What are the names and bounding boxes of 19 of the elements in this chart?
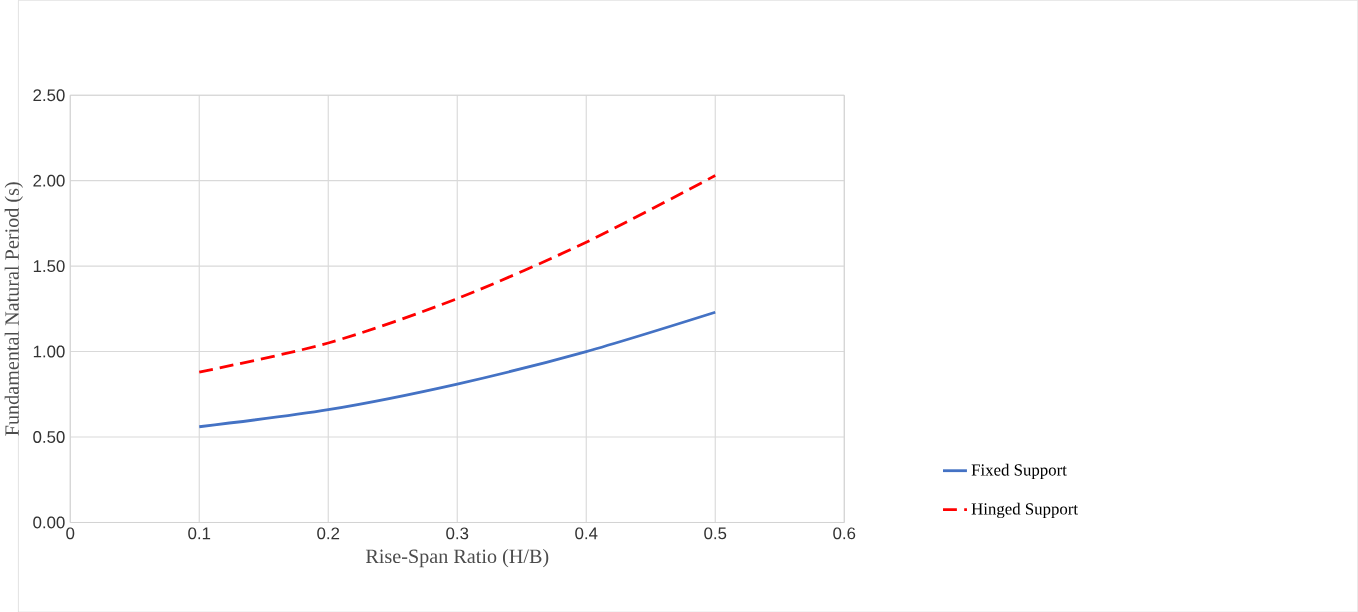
x-tick-label: 0.6 (833, 527, 856, 540)
y-tick-label: 0.00 (33, 516, 65, 529)
y-axis-title: Fundamental Natural Period (s) (4, 182, 23, 436)
legend-label: Fixed Support (971, 463, 1067, 479)
x-tick-label: 0.5 (704, 527, 727, 540)
x-tick-label: 0 (66, 527, 75, 540)
x-tick-label: 0.1 (188, 527, 211, 540)
line-series (197, 173, 717, 374)
legend-label: Hinged Support (971, 502, 1078, 518)
x-tick-label: 0.3 (446, 527, 469, 540)
y-tick-label: 2.50 (33, 89, 65, 101)
x-tick-label: 0.2 (317, 527, 340, 540)
y-tick-label: 0.50 (33, 430, 65, 443)
x-axis-title: Rise-Span Ratio (H/B) (365, 548, 549, 567)
y-tick-label: 1.00 (33, 345, 65, 358)
y-tick-label: 1.50 (33, 259, 65, 272)
x-tick-label: 0.4 (575, 527, 598, 540)
line-series (197, 310, 717, 428)
y-tick-label: 2.00 (33, 174, 65, 187)
